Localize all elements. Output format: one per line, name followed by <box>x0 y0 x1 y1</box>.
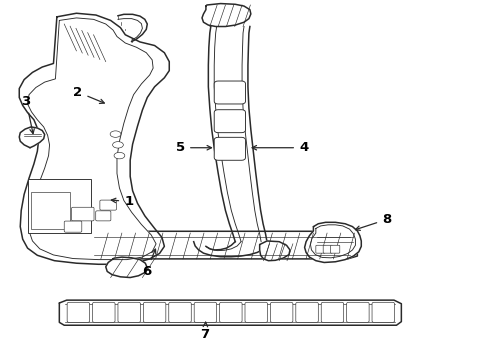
Polygon shape <box>106 257 147 278</box>
Polygon shape <box>260 241 290 261</box>
Polygon shape <box>19 127 45 148</box>
FancyBboxPatch shape <box>214 81 245 104</box>
FancyBboxPatch shape <box>93 302 115 322</box>
Ellipse shape <box>110 131 121 137</box>
Text: 6: 6 <box>142 249 156 278</box>
Text: 4: 4 <box>252 141 308 154</box>
Text: 8: 8 <box>355 213 392 230</box>
FancyBboxPatch shape <box>194 302 217 322</box>
FancyBboxPatch shape <box>346 302 369 322</box>
FancyBboxPatch shape <box>96 211 111 221</box>
FancyBboxPatch shape <box>296 302 318 322</box>
Text: 1: 1 <box>111 195 133 208</box>
FancyBboxPatch shape <box>100 200 117 210</box>
Text: 3: 3 <box>22 95 34 134</box>
FancyBboxPatch shape <box>169 302 191 322</box>
FancyBboxPatch shape <box>72 207 94 221</box>
Text: 2: 2 <box>74 86 104 103</box>
FancyBboxPatch shape <box>323 245 332 253</box>
Polygon shape <box>202 4 251 27</box>
FancyBboxPatch shape <box>31 192 70 229</box>
Text: 5: 5 <box>176 141 212 154</box>
Polygon shape <box>305 222 361 262</box>
FancyBboxPatch shape <box>214 110 245 133</box>
FancyBboxPatch shape <box>372 302 394 322</box>
Polygon shape <box>27 18 156 260</box>
FancyBboxPatch shape <box>245 302 268 322</box>
Polygon shape <box>86 231 357 259</box>
Polygon shape <box>19 13 169 264</box>
FancyBboxPatch shape <box>67 302 90 322</box>
FancyBboxPatch shape <box>214 137 245 160</box>
FancyBboxPatch shape <box>28 179 91 233</box>
FancyBboxPatch shape <box>118 302 141 322</box>
Polygon shape <box>59 300 401 325</box>
FancyBboxPatch shape <box>144 302 166 322</box>
FancyBboxPatch shape <box>64 221 82 232</box>
Ellipse shape <box>114 152 125 159</box>
FancyBboxPatch shape <box>220 302 242 322</box>
Ellipse shape <box>113 141 123 148</box>
FancyBboxPatch shape <box>331 245 340 253</box>
Text: 7: 7 <box>200 322 210 341</box>
FancyBboxPatch shape <box>321 302 343 322</box>
FancyBboxPatch shape <box>270 302 293 322</box>
FancyBboxPatch shape <box>316 245 325 253</box>
